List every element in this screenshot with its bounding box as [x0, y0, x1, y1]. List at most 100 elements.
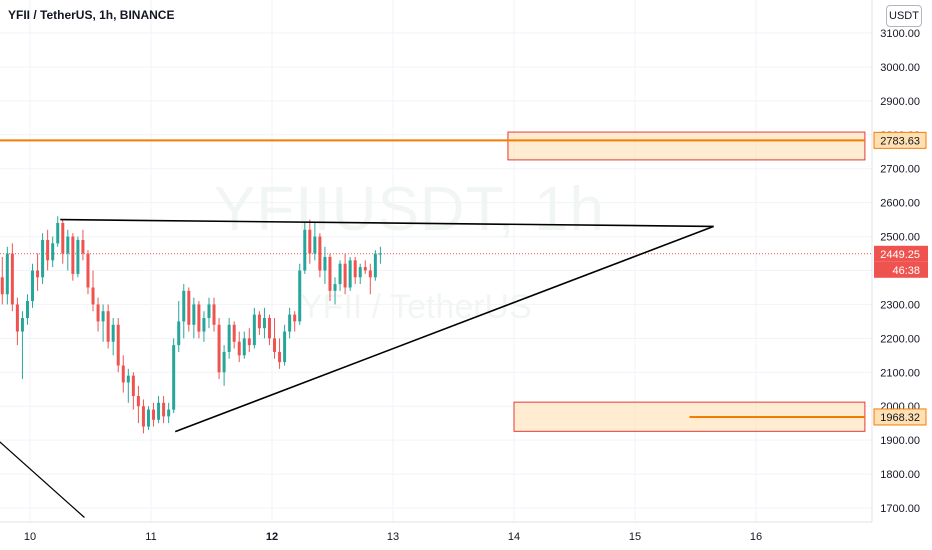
- candle-body: [207, 304, 211, 318]
- x-tick-label: 11: [145, 531, 156, 543]
- candle-body: [378, 253, 382, 255]
- candle-body: [15, 304, 19, 332]
- candle: [46, 229, 50, 271]
- countdown-text: 46:38: [892, 265, 920, 277]
- candle: [136, 385, 140, 424]
- candle: [202, 311, 206, 342]
- candle-body: [197, 304, 201, 332]
- candles: [0, 216, 382, 434]
- level-price-label: 2783.63: [873, 131, 927, 149]
- candle: [121, 355, 125, 393]
- candle: [20, 311, 24, 380]
- candle: [51, 236, 55, 268]
- candle-body: [86, 253, 90, 288]
- y-tick-label: 2200.00: [880, 333, 920, 345]
- watermark-symbol: YFIIUSDT, 1h: [214, 175, 605, 244]
- candle: [242, 331, 246, 359]
- candle-body: [278, 351, 282, 363]
- candle-body: [323, 256, 327, 271]
- currency-button[interactable]: USDT: [886, 5, 922, 27]
- grid: [0, 0, 872, 522]
- candle: [101, 304, 105, 342]
- candle: [31, 263, 35, 308]
- candle: [81, 229, 85, 261]
- x-tick-label: 12: [266, 531, 278, 543]
- candle: [126, 368, 130, 403]
- candle-body: [358, 267, 362, 278]
- candle: [66, 229, 70, 271]
- level-price-text: 1968.32: [880, 412, 920, 424]
- candle-body: [162, 402, 166, 417]
- candle: [288, 307, 292, 339]
- candle-body: [202, 318, 206, 332]
- candle-body: [303, 229, 307, 271]
- candle: [278, 338, 282, 369]
- candle-body: [288, 314, 292, 332]
- y-tick-label: 2900.00: [880, 96, 920, 108]
- candle: [217, 318, 221, 380]
- candle: [157, 396, 161, 424]
- candle-body: [267, 318, 271, 339]
- candle: [338, 260, 342, 291]
- candle-body: [273, 338, 277, 352]
- candle-body: [131, 375, 135, 397]
- y-tick-label: 2300.00: [880, 299, 920, 311]
- candle-body: [308, 229, 312, 254]
- candle-body: [368, 270, 372, 278]
- candle: [308, 219, 312, 264]
- candle: [86, 250, 90, 295]
- candle-body: [51, 243, 55, 261]
- y-tick-label: 2500.00: [880, 232, 920, 244]
- candle-body: [172, 345, 176, 410]
- candle-body: [146, 409, 150, 427]
- y-tick-label: 2700.00: [880, 164, 920, 176]
- candle-body: [46, 239, 50, 261]
- candle-body: [136, 396, 140, 407]
- x-tick-label: 13: [387, 531, 399, 543]
- candle: [328, 253, 332, 302]
- candle-body: [76, 239, 80, 274]
- candle-body: [141, 406, 145, 427]
- candle-body: [182, 290, 186, 322]
- candle: [146, 406, 150, 430]
- candle-body: [61, 223, 65, 254]
- candle-body: [298, 270, 302, 322]
- candle-body: [232, 324, 236, 342]
- trendline: [174, 225, 714, 433]
- countdown-box: [874, 261, 928, 278]
- candle-body: [328, 256, 332, 291]
- candle: [172, 338, 176, 413]
- last-price-text: 2449.25: [880, 249, 920, 261]
- candle: [353, 256, 357, 285]
- level-price-text: 2783.63: [880, 135, 920, 147]
- candle: [358, 263, 362, 285]
- symbol-title[interactable]: YFII / TetherUS, 1h, BINANCE: [8, 8, 175, 22]
- x-tick-label: 10: [24, 531, 36, 543]
- candle: [293, 311, 297, 332]
- candle-body: [212, 304, 216, 325]
- candle-body: [247, 338, 251, 346]
- candle-body: [192, 304, 196, 325]
- watermark-description: YFII / TetherUS: [300, 288, 532, 326]
- candle: [96, 297, 100, 332]
- candle-body: [237, 341, 241, 356]
- candle-body: [96, 304, 100, 322]
- level-price-label: 1968.32: [873, 408, 927, 426]
- candle-body: [101, 311, 105, 322]
- candle-body: [363, 267, 367, 271]
- candle: [378, 246, 382, 264]
- candle: [313, 223, 317, 261]
- candle: [348, 256, 352, 291]
- candle: [343, 253, 347, 295]
- candle-body: [283, 331, 287, 363]
- candle: [131, 372, 135, 410]
- candle-body: [313, 236, 317, 254]
- candle: [0, 256, 4, 305]
- candle: [162, 396, 166, 424]
- candle-body: [318, 236, 322, 271]
- candle-body: [152, 409, 156, 420]
- y-tick-label: 1700.00: [880, 503, 920, 515]
- candle: [333, 277, 337, 305]
